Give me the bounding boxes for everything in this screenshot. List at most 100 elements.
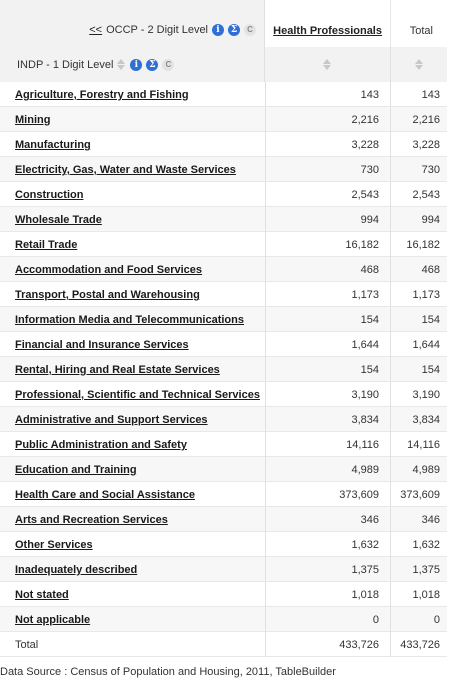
row-label-link[interactable]: Education and Training: [15, 464, 137, 476]
total-value: 0: [433, 614, 440, 626]
sigma-icon[interactable]: Σ: [228, 24, 240, 36]
info-icon[interactable]: i: [130, 59, 143, 71]
health-professionals-cell: 1,632: [265, 532, 391, 557]
indp-header-content: INDP - 1 Digit Level i Σ C: [17, 59, 175, 71]
row-label-link[interactable]: Rental, Hiring and Real Estate Services: [15, 364, 220, 376]
table-row: Not applicable 0 0: [0, 607, 447, 632]
health-professionals-cell: 994: [265, 207, 391, 232]
health-professionals-value: 1,375: [351, 564, 379, 576]
total-row-total-cell: 433,726: [391, 632, 447, 657]
health-professionals-cell: 154: [265, 307, 391, 332]
total-sort-cell: [391, 47, 447, 82]
total-value: 994: [421, 214, 440, 226]
row-label-link[interactable]: Retail Trade: [15, 239, 78, 251]
table-row: Information Media and Telecommunications…: [0, 307, 447, 332]
row-label-link[interactable]: Mining: [15, 114, 51, 126]
total-value: 1,632: [412, 539, 440, 551]
row-label-link[interactable]: Professional, Scientific and Technical S…: [15, 389, 260, 401]
health-professionals-column-header[interactable]: Health Professionals: [265, 0, 391, 47]
row-header-row: INDP - 1 Digit Level i Σ C: [0, 47, 447, 82]
row-label-link[interactable]: Public Administration and Safety: [15, 439, 187, 451]
c-icon[interactable]: C: [244, 24, 256, 36]
total-cell: 1,173: [391, 282, 447, 307]
table-row: Inadequately described 1,375 1,375: [0, 557, 447, 582]
health-professionals-cell: 1,375: [265, 557, 391, 582]
row-label-link[interactable]: Not applicable: [15, 614, 91, 626]
sort-down-icon: [415, 65, 423, 70]
total-value: 14,116: [407, 439, 440, 451]
sort-icon[interactable]: [117, 59, 126, 71]
row-label-link[interactable]: Agriculture, Forestry and Fishing: [15, 89, 189, 101]
total-value: 143: [421, 89, 440, 101]
table-row: Agriculture, Forestry and Fishing 143 143: [0, 82, 447, 107]
total-cell: 730: [391, 157, 447, 182]
occp-header-content: << OCCP - 2 Digit Level i Σ C: [89, 24, 256, 36]
row-label-link[interactable]: Financial and Insurance Services: [15, 339, 189, 351]
indp-level-label: INDP - 1 Digit Level: [17, 59, 114, 71]
table-row: Professional, Scientific and Technical S…: [0, 382, 447, 407]
occp-level-label: OCCP - 2 Digit Level: [106, 24, 208, 36]
total-value: 373,609: [400, 489, 440, 501]
health-professionals-cell: 4,989: [265, 457, 391, 482]
health-professionals-value: 16,182: [345, 239, 379, 251]
health-professionals-cell: 346: [265, 507, 391, 532]
row-label-link[interactable]: Information Media and Telecommunications: [15, 314, 244, 326]
info-icon[interactable]: i: [212, 24, 224, 36]
row-label-link[interactable]: Health Care and Social Assistance: [15, 489, 195, 501]
table-row: Rental, Hiring and Real Estate Services 1…: [0, 357, 447, 382]
table-row: Electricity, Gas, Water and Waste Servic…: [0, 157, 447, 182]
row-label-link[interactable]: Accommodation and Food Services: [15, 264, 203, 276]
health-professionals-header-label[interactable]: Health Professionals: [273, 25, 382, 37]
health-professionals-value: 3,228: [351, 139, 379, 151]
total-value: 16,182: [406, 239, 440, 251]
health-professionals-cell: 1,173: [265, 282, 391, 307]
total-value: 3,190: [412, 389, 440, 401]
total-cell: 1,632: [391, 532, 447, 557]
health-professionals-cell: 3,834: [265, 407, 391, 432]
sort-down-icon: [323, 65, 331, 70]
row-label-link[interactable]: Electricity, Gas, Water and Waste Servic…: [15, 164, 236, 176]
sort-up-icon: [415, 59, 423, 64]
total-cell: 373,609: [391, 482, 447, 507]
c-icon[interactable]: C: [162, 59, 175, 71]
row-label-link[interactable]: Transport, Postal and Warehousing: [15, 289, 200, 301]
health-professionals-cell: 154: [265, 357, 391, 382]
total-value: 154: [421, 364, 440, 376]
total-cell: 16,182: [391, 232, 447, 257]
row-label-link[interactable]: Arts and Recreation Services: [15, 514, 168, 526]
table-row: Construction 2,543 2,543: [0, 182, 447, 207]
health-professionals-value: 3,834: [351, 414, 379, 426]
health-professionals-cell: 373,609: [265, 482, 391, 507]
sort-down-icon: [117, 65, 126, 70]
table-row: Not stated 1,018 1,018: [0, 582, 447, 607]
total-cell: 346: [391, 507, 447, 532]
indp-header-cell: INDP - 1 Digit Level i Σ C: [0, 47, 265, 82]
total-value: 154: [421, 314, 440, 326]
total-cell: 4,989: [391, 457, 447, 482]
total-value: 730: [421, 164, 440, 176]
total-value: 1,644: [412, 339, 440, 351]
sort-icon[interactable]: [323, 59, 332, 71]
health-professionals-cell: 1,018: [265, 582, 391, 607]
row-label-link[interactable]: Administrative and Support Services: [15, 414, 208, 426]
occp-collapse-link[interactable]: <<: [89, 24, 103, 36]
row-label-link[interactable]: Inadequately described: [15, 564, 138, 576]
row-label-link[interactable]: Wholesale Trade: [15, 214, 102, 226]
table-row: Mining 2,216 2,216: [0, 107, 447, 132]
sort-up-icon: [323, 59, 331, 64]
health-professionals-value: 1,018: [351, 589, 379, 601]
health-professionals-cell: 143: [265, 82, 391, 107]
row-label-link[interactable]: Construction: [15, 189, 84, 201]
sigma-icon[interactable]: Σ: [146, 59, 159, 71]
total-row-total-value: 433,726: [400, 639, 440, 651]
health-professionals-cell: 730: [265, 157, 391, 182]
row-label-link[interactable]: Other Services: [15, 539, 93, 551]
health-professionals-cell: 2,543: [265, 182, 391, 207]
total-row-label: Total: [15, 639, 39, 651]
table-row: Manufacturing 3,228 3,228: [0, 132, 447, 157]
row-label-link[interactable]: Not stated: [15, 589, 69, 601]
total-value: 2,543: [412, 189, 440, 201]
total-value: 1,375: [412, 564, 440, 576]
sort-icon[interactable]: [415, 59, 424, 71]
row-label-link[interactable]: Manufacturing: [15, 139, 91, 151]
